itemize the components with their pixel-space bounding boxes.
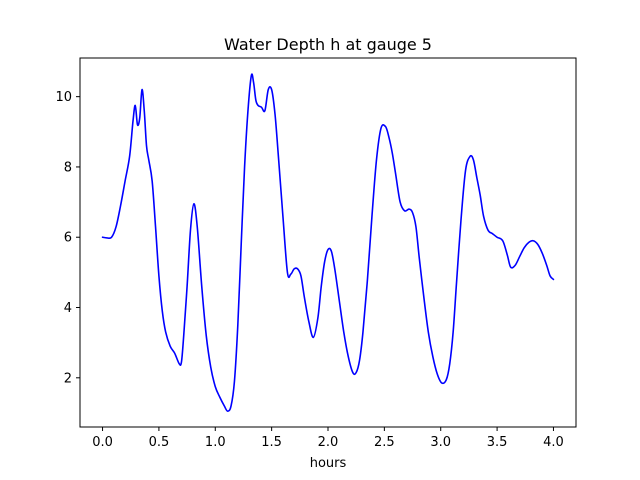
x-tick-label: 3.5 xyxy=(487,435,508,450)
y-tick-label: 4 xyxy=(64,301,72,316)
x-axis-label: hours xyxy=(310,456,347,471)
x-tick-label: 0.0 xyxy=(92,435,113,450)
chart-title: Water Depth h at gauge 5 xyxy=(224,35,432,54)
x-tick-label: 0.5 xyxy=(149,435,170,450)
axes-frame xyxy=(79,57,577,428)
x-tick-label: 2.0 xyxy=(318,435,339,450)
x-tick-label: 4.0 xyxy=(543,435,564,450)
y-tick-label: 6 xyxy=(64,231,72,246)
y-tick-label: 10 xyxy=(55,90,72,105)
x-tick-label: 1.0 xyxy=(205,435,226,450)
y-tick-label: 2 xyxy=(64,371,72,386)
series-line-0 xyxy=(101,73,555,412)
y-axis: 2 4 6 8 10 xyxy=(55,90,80,386)
x-axis: 0.0 0.5 1.0 1.5 2.0 2.5 3.0 3.5 4.0 xyxy=(92,427,564,450)
x-tick-label: 2.5 xyxy=(374,435,395,450)
x-tick-label: 1.5 xyxy=(261,435,282,450)
x-tick-label: 3.0 xyxy=(430,435,451,450)
plot-area xyxy=(101,73,555,412)
y-tick-label: 8 xyxy=(64,160,72,175)
